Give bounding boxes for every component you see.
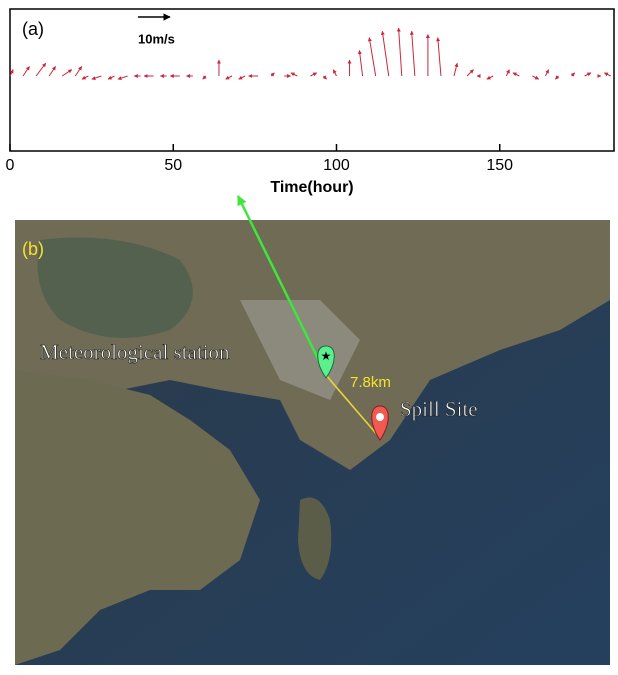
- wind-vector: [487, 76, 493, 79]
- wind-vector: [506, 70, 509, 76]
- wind-vector: [310, 73, 316, 76]
- x-tick-label: 50: [164, 157, 182, 174]
- panel-label: (b): [22, 239, 44, 259]
- distance-label: 7.8km: [350, 374, 391, 391]
- wind-vector: [108, 76, 114, 79]
- wind-vector: [359, 50, 362, 76]
- wind-vector: [454, 63, 457, 76]
- wind-vector: [82, 76, 88, 79]
- wind-vector: [604, 73, 610, 76]
- wind-vector: [75, 66, 81, 76]
- wind-vector: [23, 66, 29, 76]
- wind-vector: [438, 38, 441, 76]
- panel-label: (a): [22, 19, 44, 39]
- wind-vector: [323, 76, 326, 79]
- wind-vector: [118, 76, 128, 79]
- wind-vector: [382, 31, 388, 76]
- plot-frame: [10, 9, 614, 151]
- x-tick-label: 150: [486, 157, 513, 174]
- wind-vector: [203, 76, 206, 79]
- wind-vector: [92, 76, 102, 79]
- spill-label: Spill Site: [400, 397, 478, 421]
- map: ★ (b) Meteorological station 7.8km Spill…: [15, 196, 610, 665]
- wind-vector: [412, 31, 415, 76]
- x-tick-label: 0: [6, 157, 15, 174]
- wind-vector: [467, 70, 473, 76]
- wind-vector: [585, 73, 591, 76]
- wind-vector: [532, 76, 538, 79]
- wind-vector: [513, 73, 519, 76]
- wind-vector: [239, 76, 245, 79]
- figure: (a) 10m/s Time(hour) ★ (b) Meteorologica…: [0, 0, 618, 675]
- wind-vector: [49, 66, 55, 76]
- wind-vector: [36, 63, 46, 76]
- wind-vector: [555, 76, 558, 79]
- x-tick-label: 100: [323, 157, 350, 174]
- wind-vector: [545, 70, 548, 76]
- station-star: ★: [321, 349, 332, 363]
- wind-vector: [369, 38, 375, 76]
- wind-vector: [62, 70, 72, 76]
- station-label: Meteorological station: [40, 340, 230, 364]
- wind-vector: [291, 73, 297, 76]
- wind-vector: [572, 73, 575, 76]
- spill-dot: [376, 413, 384, 421]
- reference-label: 10m/s: [138, 31, 175, 46]
- wind-vector: [271, 73, 274, 76]
- x-axis-label: Time(hour): [270, 179, 353, 196]
- wind-vector: [399, 28, 402, 76]
- wind-vector: [333, 70, 336, 76]
- wind-vector: [226, 76, 232, 79]
